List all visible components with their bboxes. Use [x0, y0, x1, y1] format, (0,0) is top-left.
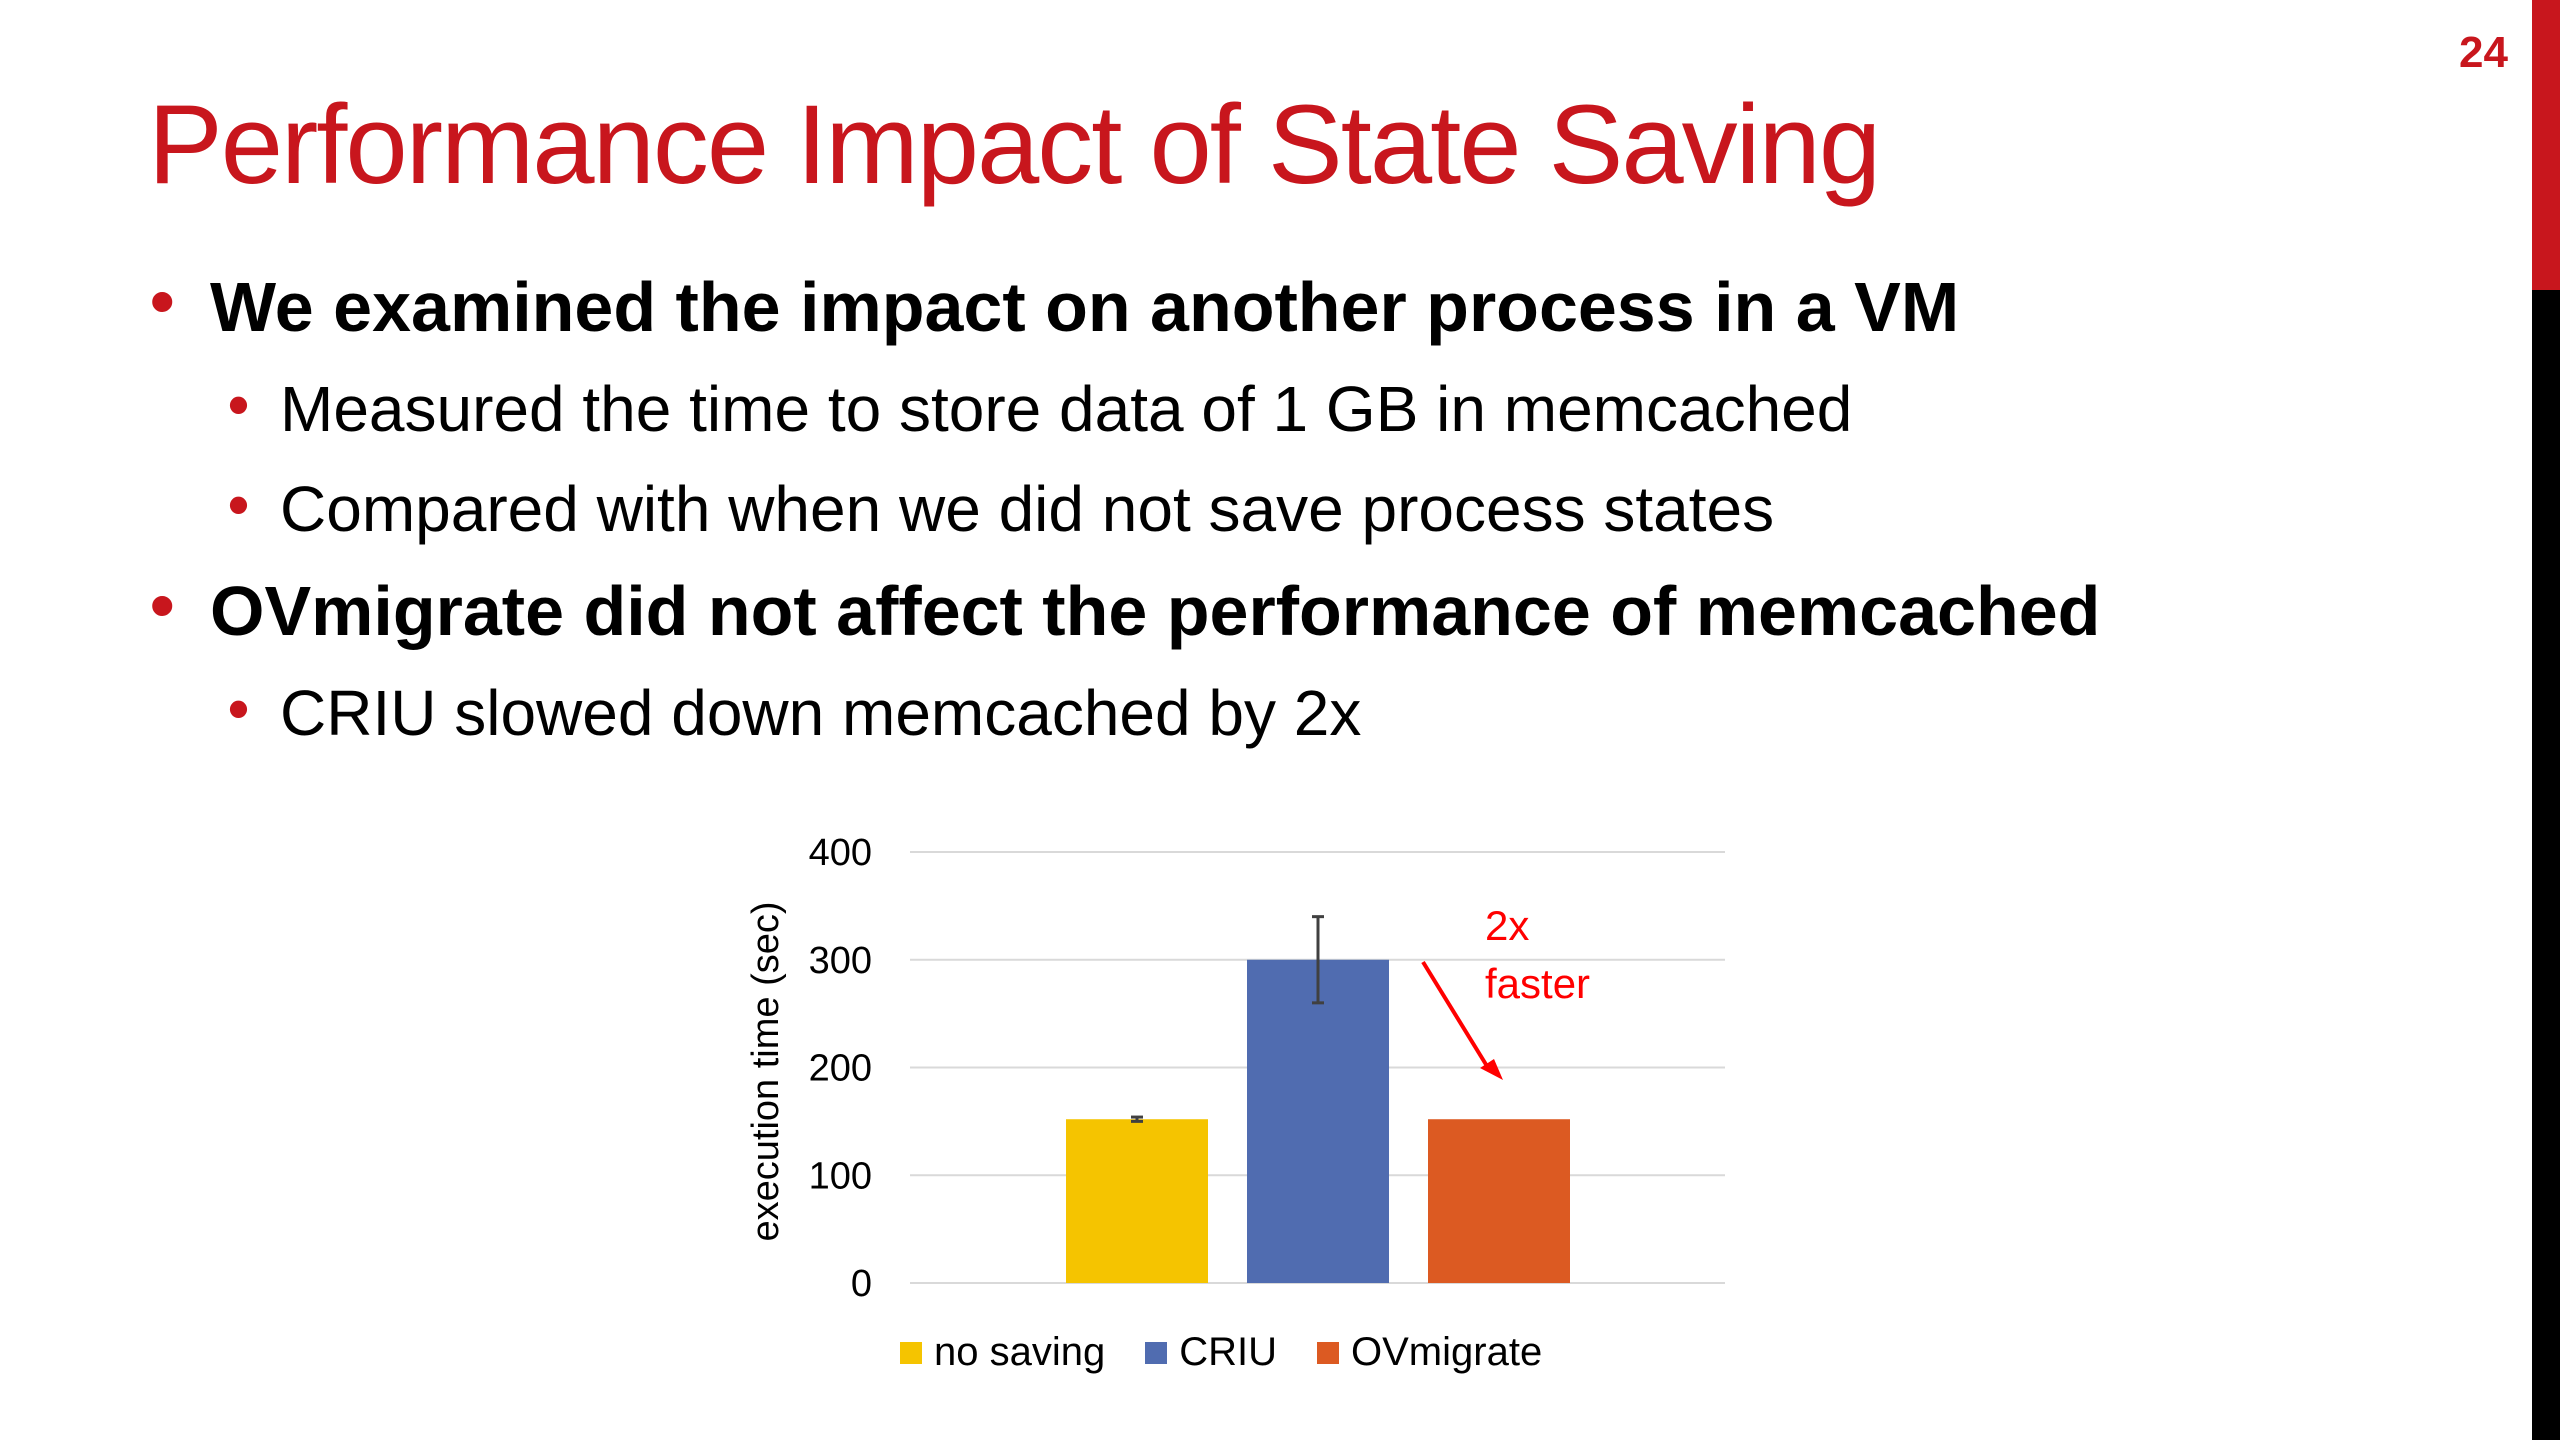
legend-label: CRIU	[1179, 1330, 1278, 1374]
bullet-list: • We examined the impact on another proc…	[150, 255, 2440, 763]
bullet-dot-icon: •	[150, 262, 175, 340]
annotation-text: 2x	[1485, 902, 1529, 949]
sub-bullet-item: • Compared with when we did not save pro…	[150, 459, 2440, 559]
chart-plot: 0 100 200 300 400 execution time (sec) 2x faste…	[745, 832, 1725, 1305]
legend-swatch	[900, 1341, 922, 1364]
bullet-item: • We examined the impact on another proc…	[150, 255, 2440, 359]
bullet-dot-icon: •	[228, 675, 250, 742]
bullet-text: Compared with when we did not save proce…	[280, 473, 1775, 545]
edge-accent-bar	[2532, 0, 2560, 290]
bullet-text: Measured the time to store data of 1 GB …	[280, 373, 1853, 445]
bullet-text: OVmigrate did not affect the performance…	[210, 572, 2101, 650]
bullet-dot-icon: •	[228, 471, 250, 538]
bar-chart: 0 100 200 300 400 execution time (sec) 2x faste…	[720, 810, 1740, 1410]
bar-no-saving	[1066, 1119, 1208, 1283]
page-number: 24	[2459, 28, 2508, 77]
slide-title: Performance Impact of State Saving	[148, 82, 1881, 207]
legend-swatch	[1317, 1341, 1340, 1364]
chart-legend: no saving CRIU OVmigrate	[900, 1330, 1542, 1375]
legend-label: no saving	[934, 1330, 1106, 1374]
y-tick-label: 400	[809, 832, 872, 874]
sub-bullet-item: • Measured the time to store data of 1 G…	[150, 359, 2440, 459]
annotation-text: faster	[1485, 960, 1590, 1007]
y-tick-label: 300	[809, 940, 872, 982]
bar-criu	[1247, 959, 1389, 1283]
bullet-item: • OVmigrate did not affect the performan…	[150, 559, 2440, 663]
legend-swatch	[1145, 1341, 1168, 1364]
edge-dark-bar	[2532, 290, 2560, 1440]
y-axis-title: execution time (sec)	[745, 901, 787, 1241]
sub-bullet-item: • CRIU slowed down memcached by 2x	[150, 663, 2440, 763]
bar-ovmigrate	[1428, 1119, 1570, 1283]
annotation-arrow-head-icon	[1480, 1059, 1503, 1080]
y-tick-label: 0	[851, 1263, 872, 1305]
legend-item: no saving	[900, 1330, 1105, 1375]
legend-label: OVmigrate	[1351, 1330, 1543, 1374]
bullet-text: CRIU slowed down memcached by 2x	[280, 677, 1362, 749]
y-tick-label: 200	[809, 1048, 872, 1090]
bullet-dot-icon: •	[150, 566, 175, 644]
legend-item: OVmigrate	[1317, 1330, 1542, 1375]
annotation-arrow-line	[1421, 960, 1492, 1073]
bullet-text: We examined the impact on another proces…	[210, 268, 1960, 346]
legend-item: CRIU	[1145, 1330, 1277, 1375]
bullet-dot-icon: •	[228, 371, 250, 438]
y-tick-label: 100	[809, 1155, 872, 1197]
